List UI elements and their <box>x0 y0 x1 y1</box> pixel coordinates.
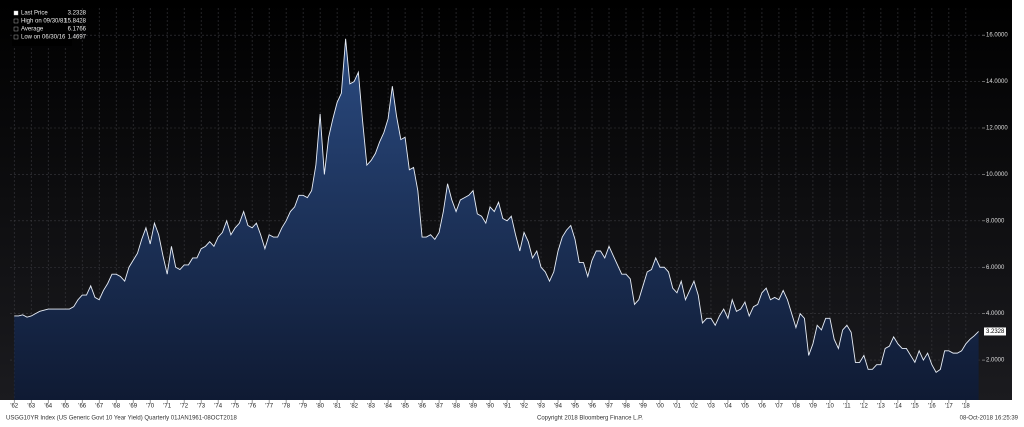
x-tick-label: '01 <box>673 404 681 410</box>
y-tick-label: 14.0000 <box>986 79 1008 85</box>
last-price-label: 3.2328 <box>986 329 1005 335</box>
legend-box <box>12 8 72 46</box>
x-tick-label: '78 <box>282 404 290 410</box>
x-tick-label: '67 <box>95 404 103 410</box>
x-tick-label: '79 <box>299 404 307 410</box>
x-tick-label: '14 <box>894 404 902 410</box>
x-tick-label: '77 <box>265 404 273 410</box>
y-tick-label: 16.0000 <box>986 33 1008 39</box>
x-tick-label: '73 <box>197 404 205 410</box>
legend-label: Low on 06/30/16 <box>21 35 66 41</box>
y-tick-label: 8.0000 <box>986 218 1005 224</box>
footer-center: Copyright 2018 Bloomberg Finance L.P. <box>537 416 643 422</box>
legend-value: 15.8428 <box>64 19 86 25</box>
x-tick-label: '08 <box>792 404 800 410</box>
x-tick-label: '17 <box>945 404 953 410</box>
x-tick-label: '83 <box>367 404 375 410</box>
x-tick-label: '63 <box>27 404 35 410</box>
x-tick-label: '71 <box>163 404 171 410</box>
x-tick-label: '92 <box>520 404 528 410</box>
x-tick-label: '09 <box>809 404 817 410</box>
legend-swatch <box>13 18 19 24</box>
x-tick-label: '65 <box>61 404 69 410</box>
x-tick-label: '03 <box>707 404 715 410</box>
y-tick-label: 10.0000 <box>986 172 1008 178</box>
x-tick-label: '04 <box>724 404 732 410</box>
x-tick-label: '16 <box>928 404 936 410</box>
x-tick-label: '97 <box>605 404 613 410</box>
legend-swatch <box>13 10 19 16</box>
x-tick-label: '94 <box>554 404 562 410</box>
x-tick-label: '68 <box>112 404 120 410</box>
x-tick-label: '80 <box>316 404 324 410</box>
x-tick-label: '72 <box>180 404 188 410</box>
x-tick-label: '66 <box>78 404 86 410</box>
legend-label: Last Price <box>21 11 48 17</box>
footer-left: USGG10YR Index (US Generic Govt 10 Year … <box>6 416 237 422</box>
legend-value: 3.2328 <box>68 11 87 17</box>
x-tick-label: '06 <box>758 404 766 410</box>
y-tick-label: 4.0000 <box>986 311 1005 317</box>
x-tick-label: '75 <box>231 404 239 410</box>
y-tick-label: 12.0000 <box>986 126 1008 132</box>
x-tick-label: '82 <box>350 404 358 410</box>
x-tick-label: '13 <box>877 404 885 410</box>
x-tick-label: '07 <box>775 404 783 410</box>
x-tick-label: '86 <box>418 404 426 410</box>
legend-label: Average <box>21 27 44 33</box>
legend-value: 1.4697 <box>68 35 87 41</box>
x-tick-label: '96 <box>588 404 596 410</box>
area <box>14 38 979 401</box>
legend-swatch <box>13 26 19 32</box>
x-tick-label: '74 <box>214 404 222 410</box>
x-tick-label: '76 <box>248 404 256 410</box>
footer-right: 08-Oct-2018 16:25:39 <box>960 416 1019 422</box>
x-tick-label: '87 <box>435 404 443 410</box>
last-price-box <box>984 327 1006 336</box>
x-tick-label: '69 <box>129 404 137 410</box>
x-tick-label: '64 <box>44 404 52 410</box>
x-tick-label: '85 <box>401 404 409 410</box>
x-tick-label: '18 <box>962 404 970 410</box>
x-tick-label: '90 <box>486 404 494 410</box>
x-tick-label: '15 <box>911 404 919 410</box>
x-tick-label: '95 <box>571 404 579 410</box>
x-tick-label: '93 <box>537 404 545 410</box>
legend-swatch <box>13 34 19 40</box>
x-tick-label: '70 <box>146 404 154 410</box>
x-tick-label: '84 <box>384 404 392 410</box>
x-tick-label: '88 <box>452 404 460 410</box>
x-tick-label: '00 <box>656 404 664 410</box>
x-tick-label: '05 <box>741 404 749 410</box>
x-tick-label: '62 <box>10 404 18 410</box>
x-tick-label: '81 <box>333 404 341 410</box>
legend-value: 6.1766 <box>68 27 87 33</box>
legend-label: High on 09/30/81 <box>21 19 67 25</box>
x-tick-label: '02 <box>690 404 698 410</box>
x-tick-label: '99 <box>639 404 647 410</box>
x-tick-label: '89 <box>469 404 477 410</box>
y-tick-label: 6.0000 <box>986 265 1005 271</box>
x-tick-label: '98 <box>622 404 630 410</box>
x-tick-label: '91 <box>503 404 511 410</box>
x-tick-label: '11 <box>843 404 851 410</box>
x-tick-label: '12 <box>860 404 868 410</box>
x-tick-label: '10 <box>826 404 834 410</box>
line <box>14 38 979 374</box>
y-tick-label: 2.0000 <box>986 358 1005 364</box>
